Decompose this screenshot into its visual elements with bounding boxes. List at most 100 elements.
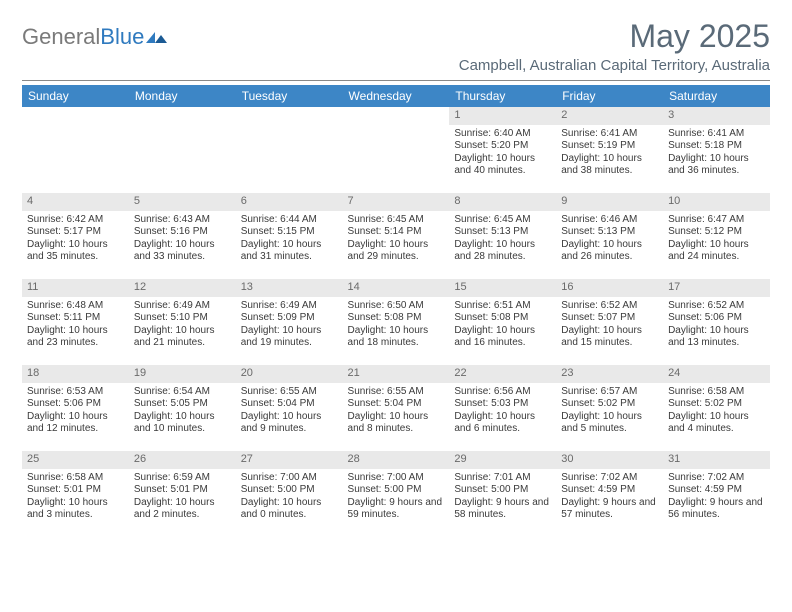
day-number: 4 [22, 193, 129, 211]
calendar-cell: 23Sunrise: 6:57 AMSunset: 5:02 PMDayligh… [556, 365, 663, 451]
brand-blue: Blue [100, 24, 144, 49]
cell-body: Sunrise: 6:52 AMSunset: 5:06 PMDaylight:… [663, 297, 770, 355]
daylight-text: Daylight: 10 hours and 26 minutes. [561, 239, 658, 264]
sunset-text: Sunset: 5:07 PM [561, 312, 658, 325]
daylight-text: Daylight: 10 hours and 40 minutes. [454, 153, 551, 178]
cell-body: Sunrise: 6:58 AMSunset: 5:02 PMDaylight:… [663, 383, 770, 441]
day-number: 1 [449, 107, 556, 125]
sunset-text: Sunset: 5:08 PM [348, 312, 445, 325]
weekday-header: Wednesday [343, 85, 450, 107]
brand-logo: GeneralBlue [22, 24, 168, 50]
sunset-text: Sunset: 5:00 PM [348, 484, 445, 497]
sunset-text: Sunset: 5:19 PM [561, 140, 658, 153]
sunrise-text: Sunrise: 6:47 AM [668, 214, 765, 227]
weekday-header: Saturday [663, 85, 770, 107]
calendar-table: SundayMondayTuesdayWednesdayThursdayFrid… [22, 85, 770, 537]
sunrise-text: Sunrise: 6:42 AM [27, 214, 124, 227]
sunset-text: Sunset: 5:05 PM [134, 398, 231, 411]
daylight-text: Daylight: 10 hours and 35 minutes. [27, 239, 124, 264]
cell-body: Sunrise: 6:56 AMSunset: 5:03 PMDaylight:… [449, 383, 556, 441]
sunset-text: Sunset: 5:13 PM [561, 226, 658, 239]
sunset-text: Sunset: 5:15 PM [241, 226, 338, 239]
daylight-text: Daylight: 10 hours and 19 minutes. [241, 325, 338, 350]
calendar-cell: 14Sunrise: 6:50 AMSunset: 5:08 PMDayligh… [343, 279, 450, 365]
header: GeneralBlue May 2025 Campbell, Australia… [22, 18, 770, 74]
calendar-cell: 10Sunrise: 6:47 AMSunset: 5:12 PMDayligh… [663, 193, 770, 279]
wave-icon [146, 30, 168, 44]
daylight-text: Daylight: 10 hours and 3 minutes. [27, 497, 124, 522]
day-number: 28 [343, 451, 450, 469]
calendar-cell: 13Sunrise: 6:49 AMSunset: 5:09 PMDayligh… [236, 279, 343, 365]
daylight-text: Daylight: 9 hours and 59 minutes. [348, 497, 445, 522]
day-number: 29 [449, 451, 556, 469]
sunrise-text: Sunrise: 7:01 AM [454, 472, 551, 485]
cell-body: Sunrise: 7:00 AMSunset: 5:00 PMDaylight:… [236, 469, 343, 527]
calendar-cell: 24Sunrise: 6:58 AMSunset: 5:02 PMDayligh… [663, 365, 770, 451]
calendar-cell: 8Sunrise: 6:45 AMSunset: 5:13 PMDaylight… [449, 193, 556, 279]
calendar-header: SundayMondayTuesdayWednesdayThursdayFrid… [22, 85, 770, 107]
cell-body: Sunrise: 6:49 AMSunset: 5:10 PMDaylight:… [129, 297, 236, 355]
calendar-cell: 19Sunrise: 6:54 AMSunset: 5:05 PMDayligh… [129, 365, 236, 451]
sunrise-text: Sunrise: 6:51 AM [454, 300, 551, 313]
day-number: 30 [556, 451, 663, 469]
calendar-cell: 2Sunrise: 6:41 AMSunset: 5:19 PMDaylight… [556, 107, 663, 193]
day-number: 5 [129, 193, 236, 211]
daylight-text: Daylight: 10 hours and 6 minutes. [454, 411, 551, 436]
sunrise-text: Sunrise: 6:55 AM [241, 386, 338, 399]
cell-body: Sunrise: 6:50 AMSunset: 5:08 PMDaylight:… [343, 297, 450, 355]
day-number: 7 [343, 193, 450, 211]
daylight-text: Daylight: 10 hours and 23 minutes. [27, 325, 124, 350]
day-number: 10 [663, 193, 770, 211]
sunset-text: Sunset: 5:02 PM [561, 398, 658, 411]
cell-body: Sunrise: 7:01 AMSunset: 5:00 PMDaylight:… [449, 469, 556, 527]
calendar-cell: 20Sunrise: 6:55 AMSunset: 5:04 PMDayligh… [236, 365, 343, 451]
sunrise-text: Sunrise: 6:45 AM [454, 214, 551, 227]
calendar-cell: 30Sunrise: 7:02 AMSunset: 4:59 PMDayligh… [556, 451, 663, 537]
sunrise-text: Sunrise: 7:02 AM [668, 472, 765, 485]
cell-body: Sunrise: 6:45 AMSunset: 5:13 PMDaylight:… [449, 211, 556, 269]
day-number: 24 [663, 365, 770, 383]
day-number: 19 [129, 365, 236, 383]
cell-body: Sunrise: 6:45 AMSunset: 5:14 PMDaylight:… [343, 211, 450, 269]
day-number: 17 [663, 279, 770, 297]
day-number: 3 [663, 107, 770, 125]
cell-body: Sunrise: 7:02 AMSunset: 4:59 PMDaylight:… [663, 469, 770, 527]
calendar-cell [236, 107, 343, 193]
day-number: 25 [22, 451, 129, 469]
daylight-text: Daylight: 10 hours and 9 minutes. [241, 411, 338, 436]
cell-body: Sunrise: 6:43 AMSunset: 5:16 PMDaylight:… [129, 211, 236, 269]
daylight-text: Daylight: 10 hours and 0 minutes. [241, 497, 338, 522]
daylight-text: Daylight: 10 hours and 10 minutes. [134, 411, 231, 436]
sunset-text: Sunset: 5:06 PM [668, 312, 765, 325]
daylight-text: Daylight: 10 hours and 29 minutes. [348, 239, 445, 264]
daylight-text: Daylight: 10 hours and 36 minutes. [668, 153, 765, 178]
calendar-cell: 11Sunrise: 6:48 AMSunset: 5:11 PMDayligh… [22, 279, 129, 365]
sunrise-text: Sunrise: 6:58 AM [668, 386, 765, 399]
calendar-row: 18Sunrise: 6:53 AMSunset: 5:06 PMDayligh… [22, 365, 770, 451]
daylight-text: Daylight: 10 hours and 28 minutes. [454, 239, 551, 264]
day-number: 26 [129, 451, 236, 469]
daylight-text: Daylight: 10 hours and 5 minutes. [561, 411, 658, 436]
day-number: 11 [22, 279, 129, 297]
weekday-header: Sunday [22, 85, 129, 107]
cell-body: Sunrise: 6:41 AMSunset: 5:19 PMDaylight:… [556, 125, 663, 183]
sunrise-text: Sunrise: 6:58 AM [27, 472, 124, 485]
sunrise-text: Sunrise: 6:45 AM [348, 214, 445, 227]
sunset-text: Sunset: 5:14 PM [348, 226, 445, 239]
sunset-text: Sunset: 5:09 PM [241, 312, 338, 325]
sunrise-text: Sunrise: 6:59 AM [134, 472, 231, 485]
calendar-cell: 3Sunrise: 6:41 AMSunset: 5:18 PMDaylight… [663, 107, 770, 193]
calendar-cell: 28Sunrise: 7:00 AMSunset: 5:00 PMDayligh… [343, 451, 450, 537]
calendar-cell: 22Sunrise: 6:56 AMSunset: 5:03 PMDayligh… [449, 365, 556, 451]
daylight-text: Daylight: 10 hours and 24 minutes. [668, 239, 765, 264]
calendar-cell: 9Sunrise: 6:46 AMSunset: 5:13 PMDaylight… [556, 193, 663, 279]
calendar-cell: 18Sunrise: 6:53 AMSunset: 5:06 PMDayligh… [22, 365, 129, 451]
sunset-text: Sunset: 4:59 PM [668, 484, 765, 497]
day-number: 9 [556, 193, 663, 211]
cell-body: Sunrise: 6:46 AMSunset: 5:13 PMDaylight:… [556, 211, 663, 269]
weekday-header: Friday [556, 85, 663, 107]
cell-body: Sunrise: 7:00 AMSunset: 5:00 PMDaylight:… [343, 469, 450, 527]
sunset-text: Sunset: 5:10 PM [134, 312, 231, 325]
sunrise-text: Sunrise: 7:02 AM [561, 472, 658, 485]
weekday-header: Tuesday [236, 85, 343, 107]
